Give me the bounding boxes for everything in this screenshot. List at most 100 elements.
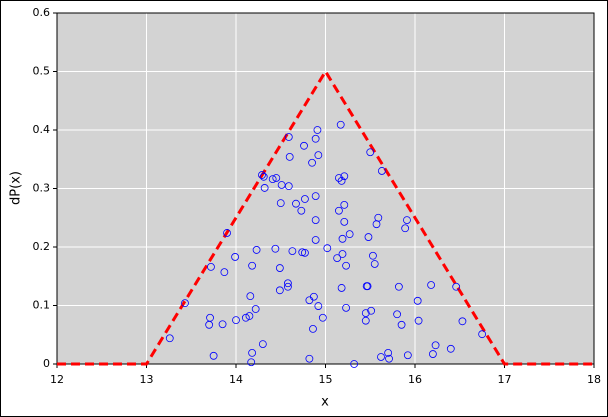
point [427,281,436,289]
axes-box [56,12,595,365]
x-tick-label: 14 [229,373,243,386]
point [337,284,346,292]
point [259,172,268,181]
point [377,353,385,361]
point [248,348,257,357]
point [314,151,323,160]
point [292,199,300,208]
point [335,174,343,182]
point [165,334,174,343]
y-tick-label: 0.2 [33,240,51,253]
point [401,224,410,233]
point [181,299,189,308]
point [342,303,350,312]
point [452,282,461,291]
point [361,309,370,318]
point [309,324,317,333]
y-tick-label: 0 [43,357,50,370]
point [298,248,307,257]
point [318,313,327,322]
point [313,126,322,134]
x-tick-label: 12 [50,373,64,386]
point [272,174,281,182]
point [288,247,297,255]
point [393,310,402,319]
point [340,200,349,209]
y-tick-label: 0.6 [33,6,51,19]
point [276,199,285,208]
y-tick-label: 0.4 [33,123,51,136]
point [337,176,346,185]
point [446,344,455,353]
point [478,330,487,339]
point [311,134,320,143]
point [241,313,250,322]
y-tick-label: 0.5 [33,65,51,78]
point [361,316,370,325]
point [223,229,231,237]
point [366,148,375,157]
point [245,312,254,320]
x-tick-label: 15 [319,373,333,386]
point [248,261,257,270]
point [342,261,350,270]
point [394,282,403,291]
point [397,320,406,329]
point [252,246,261,254]
point [309,292,318,301]
point [311,236,320,244]
point [333,254,342,263]
point [232,316,240,325]
point [275,264,284,272]
point [428,350,437,358]
point [367,306,376,315]
point [284,182,293,191]
point [350,360,359,368]
y-axis-label: dP(x) [9,171,24,205]
point [335,206,343,215]
point [413,296,422,305]
x-tick-label: 16 [408,373,422,386]
point [247,358,256,367]
x-tick-label: 13 [140,373,154,386]
point [370,260,379,268]
point [338,234,347,243]
point [431,341,440,350]
point [207,262,215,271]
point [308,158,316,167]
point [246,292,255,301]
point [297,206,306,215]
point [340,172,349,181]
point [458,317,467,326]
point [403,216,411,224]
point [231,253,240,261]
point [251,305,260,313]
point [220,268,229,277]
point [385,354,393,363]
point [300,141,308,150]
point [258,340,267,349]
point [377,167,386,175]
point [305,354,314,363]
point [258,171,266,179]
point [311,216,320,224]
point [374,213,383,222]
point [363,282,372,291]
point [260,184,269,192]
x-tick-label: 17 [498,373,512,386]
point [301,248,309,257]
point [218,320,227,329]
x-tick-label: 18 [587,373,601,386]
point [336,120,345,129]
point [338,250,347,258]
point [403,351,412,360]
point [384,348,393,357]
point [205,320,214,329]
point [209,351,218,360]
density-line [57,68,594,366]
x-axis-label: x [321,395,329,410]
point [271,244,280,253]
point [284,279,292,288]
y-tick-label: 0.3 [33,182,51,195]
